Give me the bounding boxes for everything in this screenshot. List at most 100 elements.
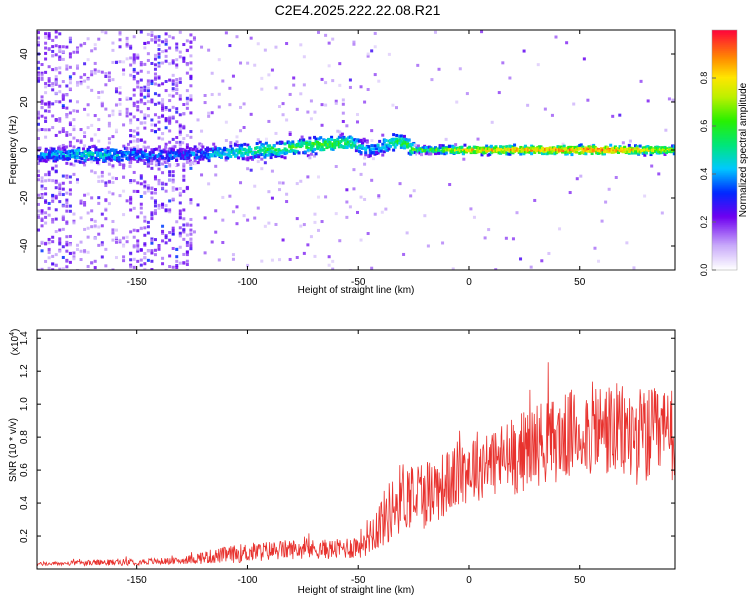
- ridge-cell: [573, 145, 577, 149]
- spectrogram-cell: [61, 50, 65, 54]
- spectrogram-cell: [185, 187, 189, 191]
- spectrogram-cell: [267, 119, 271, 123]
- colorbar-swatch: [712, 114, 737, 117]
- ridge-cell: [311, 144, 315, 148]
- colorbar-swatch: [712, 258, 737, 261]
- ridge-cell: [254, 151, 258, 155]
- spectrogram-cell: [182, 125, 186, 129]
- spectrogram-cell: [146, 145, 150, 149]
- ridge-cell: [288, 149, 292, 153]
- spectrogram-cell: [178, 124, 182, 128]
- ridge-cell: [519, 152, 523, 156]
- ridge-cell: [179, 152, 183, 156]
- colorbar-swatch: [712, 126, 737, 129]
- spectrogram-cell: [72, 50, 76, 54]
- spectrogram-cell: [79, 75, 83, 79]
- spectrogram-cell: [75, 50, 79, 54]
- ridge-cell: [578, 143, 582, 147]
- spectrogram-cell: [47, 178, 51, 182]
- ridge-cell: [382, 146, 386, 150]
- spectrogram-cell: [51, 38, 55, 42]
- spectrogram-cell: [37, 215, 40, 219]
- spectrogram-cell: [185, 243, 189, 247]
- spectrogram-cell: [444, 137, 448, 141]
- ridge-cell: [309, 145, 313, 149]
- ridge-cell: [616, 147, 620, 151]
- colorbar-swatch: [712, 98, 737, 101]
- colorbar-swatch: [712, 104, 737, 107]
- ridge-cell: [567, 146, 571, 150]
- spectrogram-cell: [150, 268, 154, 270]
- spectrogram-cell: [86, 85, 90, 89]
- ridge-cell: [621, 148, 625, 152]
- ridge-cell: [396, 139, 400, 143]
- spectrogram-cell: [83, 62, 87, 66]
- spectrogram-cell: [122, 189, 126, 193]
- spectrogram-cell: [65, 198, 69, 202]
- ridge-cell: [57, 146, 61, 150]
- ridge-cell: [634, 144, 638, 148]
- ridge-cell: [106, 156, 110, 160]
- spectrogram-cell: [189, 217, 193, 221]
- ridge-cell: [192, 147, 196, 151]
- ridge-cell: [196, 161, 200, 165]
- colorbar-swatch: [712, 164, 737, 167]
- ridge-cell: [263, 155, 267, 159]
- ridge-cell: [187, 156, 191, 160]
- ridge-cell: [176, 153, 180, 157]
- spectrogram-cell: [97, 118, 101, 122]
- spectrogram-cell: [270, 169, 274, 173]
- ridge-cell: [528, 146, 532, 150]
- spectrogram-cell: [437, 67, 441, 71]
- ridge-cell: [603, 146, 607, 150]
- colorbar-swatch: [712, 212, 737, 215]
- spectrogram-cell: [111, 113, 115, 117]
- spectrogram-cell: [182, 178, 186, 182]
- ridge-cell: [556, 145, 560, 149]
- spectrogram-cell: [129, 201, 133, 205]
- spectrogram-cell: [125, 107, 129, 111]
- spectrogram-cell: [494, 268, 498, 270]
- spectrogram-cell: [288, 132, 292, 136]
- spectrogram-cell: [171, 246, 175, 250]
- ridge-cell: [564, 152, 568, 156]
- ridge-cell: [661, 148, 665, 152]
- ridge-cell: [410, 143, 414, 147]
- ridge-cell: [224, 156, 228, 160]
- spectrogram-cell: [132, 244, 136, 248]
- ridge-cell: [615, 146, 619, 150]
- ridge-cell: [609, 143, 613, 147]
- spectrogram-cell: [37, 193, 40, 197]
- ridge-cell: [598, 151, 602, 155]
- spectrogram-cell: [65, 220, 69, 224]
- ridge-cell: [454, 143, 458, 147]
- ridge-cell: [596, 152, 600, 156]
- ridge-cell: [68, 153, 72, 157]
- ridge-cell: [437, 150, 441, 154]
- ridge-cell: [316, 143, 320, 147]
- colorbar-swatch: [712, 146, 737, 149]
- ridge-cell: [95, 158, 99, 162]
- spectrogram-cell: [175, 78, 179, 82]
- ridge-cell: [657, 146, 661, 150]
- spectrogram-cell: [231, 257, 235, 261]
- colorbar-swatch: [712, 268, 737, 271]
- spectrogram-cell: [345, 215, 349, 219]
- spectrogram-cell: [118, 98, 122, 102]
- spectrogram-cell: [143, 190, 147, 194]
- ridge-cell: [195, 149, 199, 153]
- spectrogram-cell: [111, 231, 115, 235]
- spectrogram-cell: [370, 266, 374, 270]
- spectrogram-cell: [267, 73, 271, 77]
- colorbar-swatch: [712, 232, 737, 235]
- ridge-cell: [317, 145, 321, 149]
- ridge-cell: [511, 147, 515, 151]
- ridge-cell: [112, 156, 116, 160]
- spectrogram-cell: [175, 263, 179, 267]
- spectrogram-cell: [246, 263, 250, 267]
- ridge-cell: [210, 147, 214, 151]
- ridge-cell: [227, 151, 231, 155]
- ridge-cell: [562, 147, 566, 151]
- spectrogram-cell: [487, 228, 491, 232]
- spectrogram-cell: [61, 97, 65, 101]
